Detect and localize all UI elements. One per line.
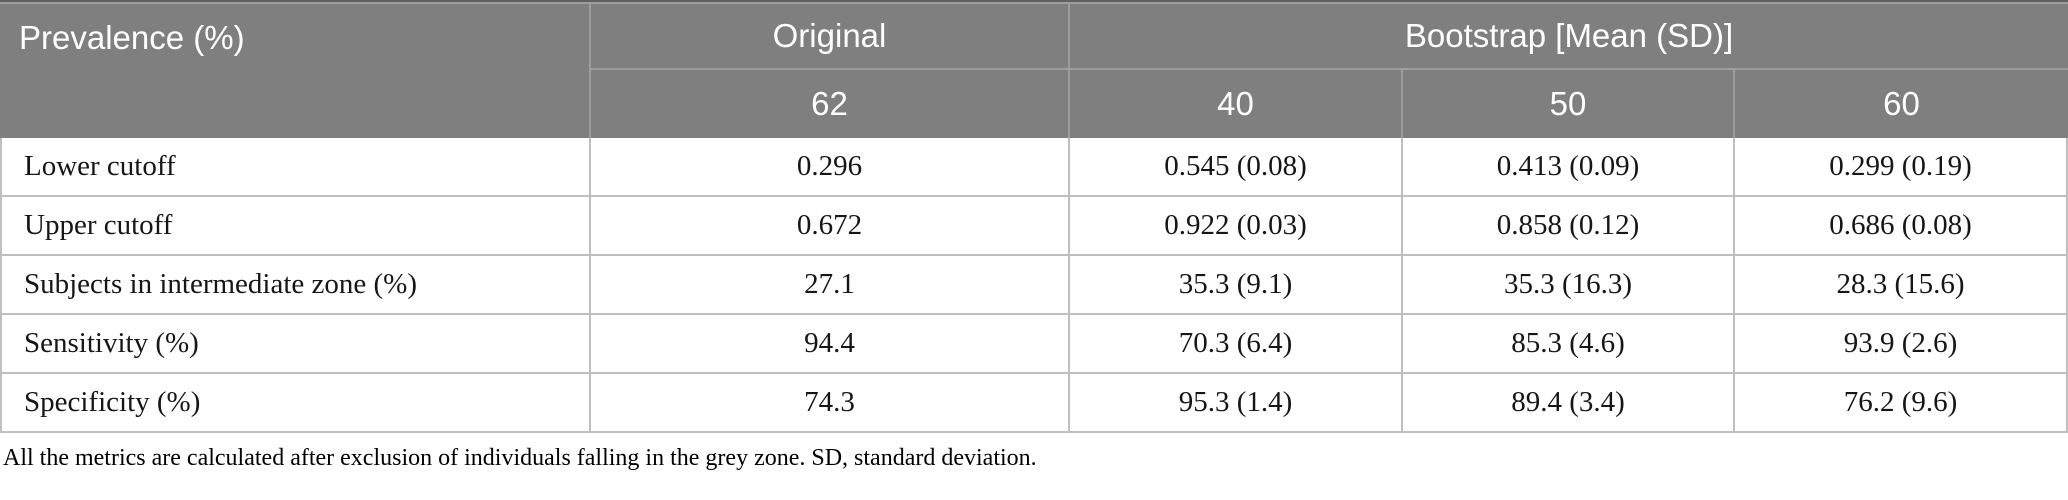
- subheader-prevalence-60: 60: [1735, 70, 2068, 138]
- row-label: Upper cutoff: [0, 197, 591, 256]
- col-header-prevalence: Prevalence (%): [0, 2, 591, 138]
- table-header: Prevalence (%) Original Bootstrap [Mean …: [0, 2, 2068, 138]
- table-cell: 0.296: [591, 138, 1070, 197]
- col-header-bootstrap: Bootstrap [Mean (SD)]: [1070, 2, 2068, 70]
- table-cell: 0.858 (0.12): [1403, 197, 1735, 256]
- table-cell: 93.9 (2.6): [1735, 315, 2068, 374]
- table-cell: 35.3 (16.3): [1403, 256, 1735, 315]
- table-cell: 76.2 (9.6): [1735, 374, 2068, 433]
- table-row-upper-cutoff: Upper cutoff 0.672 0.922 (0.03) 0.858 (0…: [0, 197, 2068, 256]
- table-row-specificity: Specificity (%) 74.3 95.3 (1.4) 89.4 (3.…: [0, 374, 2068, 433]
- table-cell: 35.3 (9.1): [1070, 256, 1403, 315]
- metrics-table: Prevalence (%) Original Bootstrap [Mean …: [0, 0, 2068, 433]
- table-row-intermediate-zone: Subjects in intermediate zone (%) 27.1 3…: [0, 256, 2068, 315]
- row-label: Specificity (%): [0, 374, 591, 433]
- table-cell: 0.686 (0.08): [1735, 197, 2068, 256]
- table-cell: 27.1: [591, 256, 1070, 315]
- subheader-prevalence-40: 40: [1070, 70, 1403, 138]
- table-footnote: All the metrics are calculated after exc…: [3, 445, 1037, 471]
- row-label: Lower cutoff: [0, 138, 591, 197]
- table-cell: 0.299 (0.19): [1735, 138, 2068, 197]
- table-cell: 74.3: [591, 374, 1070, 433]
- table-row-sensitivity: Sensitivity (%) 94.4 70.3 (6.4) 85.3 (4.…: [0, 315, 2068, 374]
- table-cell: 0.922 (0.03): [1070, 197, 1403, 256]
- table-cell: 95.3 (1.4): [1070, 374, 1403, 433]
- table-cell: 0.413 (0.09): [1403, 138, 1735, 197]
- table-row-lower-cutoff: Lower cutoff 0.296 0.545 (0.08) 0.413 (0…: [0, 138, 2068, 197]
- row-label: Sensitivity (%): [0, 315, 591, 374]
- col-header-original: Original: [591, 2, 1070, 70]
- subheader-prevalence-62: 62: [591, 70, 1070, 138]
- table-cell: 89.4 (3.4): [1403, 374, 1735, 433]
- table-cell: 70.3 (6.4): [1070, 315, 1403, 374]
- row-label: Subjects in intermediate zone (%): [0, 256, 591, 315]
- table-cell: 85.3 (4.6): [1403, 315, 1735, 374]
- table-cell: 0.545 (0.08): [1070, 138, 1403, 197]
- table-cell: 0.672: [591, 197, 1070, 256]
- table-body: Lower cutoff 0.296 0.545 (0.08) 0.413 (0…: [0, 138, 2068, 433]
- table-cell: 28.3 (15.6): [1735, 256, 2068, 315]
- subheader-prevalence-50: 50: [1403, 70, 1735, 138]
- table-cell: 94.4: [591, 315, 1070, 374]
